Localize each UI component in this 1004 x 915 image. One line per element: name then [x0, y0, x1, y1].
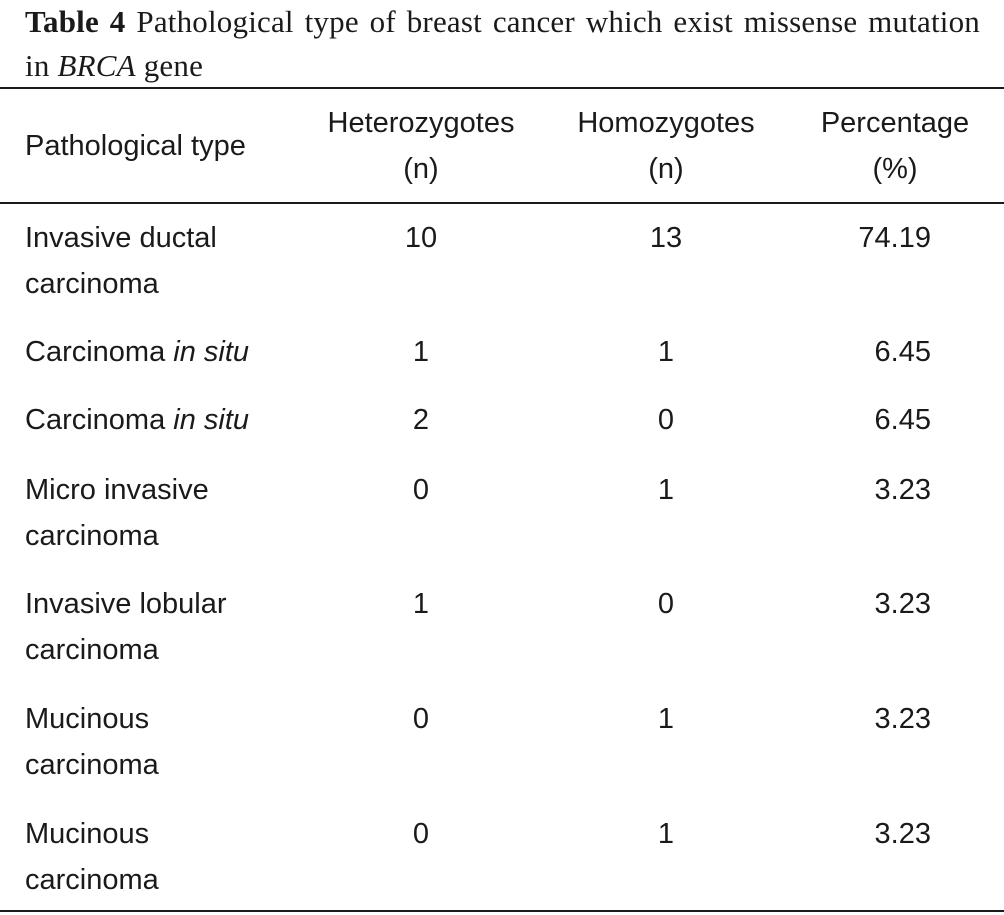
- table-cell-homozygotes: 1: [657, 336, 675, 368]
- table-row-type: Invasive lobular carcinoma: [25, 581, 227, 673]
- row-type-line2: carcinoma: [25, 520, 159, 552]
- header-percentage-line2: (%): [872, 153, 918, 185]
- row-type-line2: carcinoma: [25, 864, 159, 896]
- table-cell-heterozygotes: 2: [412, 404, 430, 436]
- table-cell-percentage: 3.23: [874, 474, 931, 506]
- row-type-line1: Carcinoma: [25, 336, 174, 368]
- table-cell-homozygotes: 1: [657, 703, 675, 735]
- caption-text-end: gene: [135, 48, 204, 83]
- table-cell-percentage: 6.45: [874, 336, 931, 368]
- table-top-rule: [0, 87, 1004, 89]
- header-homozygotes: Homozygotes (n): [535, 100, 797, 192]
- table-cell-homozygotes: 0: [657, 588, 675, 620]
- table-cell-heterozygotes: 0: [412, 703, 430, 735]
- table-cell-heterozygotes: 10: [404, 222, 438, 254]
- header-homozygotes-line2: (n): [648, 153, 684, 185]
- header-heterozygotes-line1: Heterozygotes: [327, 107, 515, 139]
- row-type-line1: Mucinous: [25, 818, 150, 850]
- row-type-italic: in situ: [173, 404, 250, 436]
- table-cell-heterozygotes: 1: [412, 336, 430, 368]
- table-caption: Table 4 Pathological type of breast canc…: [25, 0, 980, 88]
- row-type-line2: carcinoma: [25, 634, 159, 666]
- header-percentage: Percentage (%): [800, 100, 990, 192]
- table-cell-heterozygotes: 0: [412, 474, 430, 506]
- table-row-type: Mucinous carcinoma: [25, 696, 159, 788]
- row-type-line2: carcinoma: [25, 268, 159, 300]
- caption-gene-name: BRCA: [57, 48, 136, 83]
- row-type-italic: in situ: [173, 336, 250, 368]
- table-row-type: Mucinous carcinoma: [25, 811, 159, 903]
- header-percentage-line1: Percentage: [820, 107, 970, 139]
- table-row-type: Carcinoma in situ: [25, 397, 249, 443]
- row-type-line1: Mucinous: [25, 703, 150, 735]
- header-heterozygotes-line2: (n): [403, 153, 439, 185]
- header-heterozygotes: Heterozygotes (n): [290, 100, 552, 192]
- table-bottom-rule: [0, 910, 1004, 912]
- row-type-line1: Micro invasive: [25, 474, 209, 506]
- row-type-line2: carcinoma: [25, 749, 159, 781]
- table-cell-percentage: 3.23: [874, 818, 931, 850]
- table-cell-homozygotes: 1: [657, 818, 675, 850]
- row-type-line1: Invasive ductal: [25, 222, 217, 254]
- table-cell-homozygotes: 1: [657, 474, 675, 506]
- table-cell-heterozygotes: 0: [412, 818, 430, 850]
- table-row-type: Micro invasive carcinoma: [25, 467, 209, 559]
- table-row-type: Carcinoma in situ: [25, 329, 249, 375]
- row-type-line1: Carcinoma: [25, 404, 174, 436]
- table-cell-homozygotes: 13: [649, 222, 683, 254]
- table-cell-percentage: 3.23: [874, 588, 931, 620]
- row-type-line1: Invasive lobular: [25, 588, 227, 620]
- table-cell-percentage: 6.45: [874, 404, 931, 436]
- header-pathological-type: Pathological type: [25, 130, 246, 162]
- table-cell-homozygotes: 0: [657, 404, 675, 436]
- table-row-type: Invasive ductal carcinoma: [25, 215, 217, 307]
- table-cell-percentage: 3.23: [874, 703, 931, 735]
- table-cell-percentage: 74.19: [858, 222, 931, 254]
- caption-text: Pathological type of breast cancer which…: [25, 4, 980, 83]
- header-homozygotes-line1: Homozygotes: [577, 107, 755, 139]
- table-label: Table 4: [25, 4, 126, 39]
- table-cell-heterozygotes: 1: [412, 588, 430, 620]
- table-header-rule: [0, 202, 1004, 204]
